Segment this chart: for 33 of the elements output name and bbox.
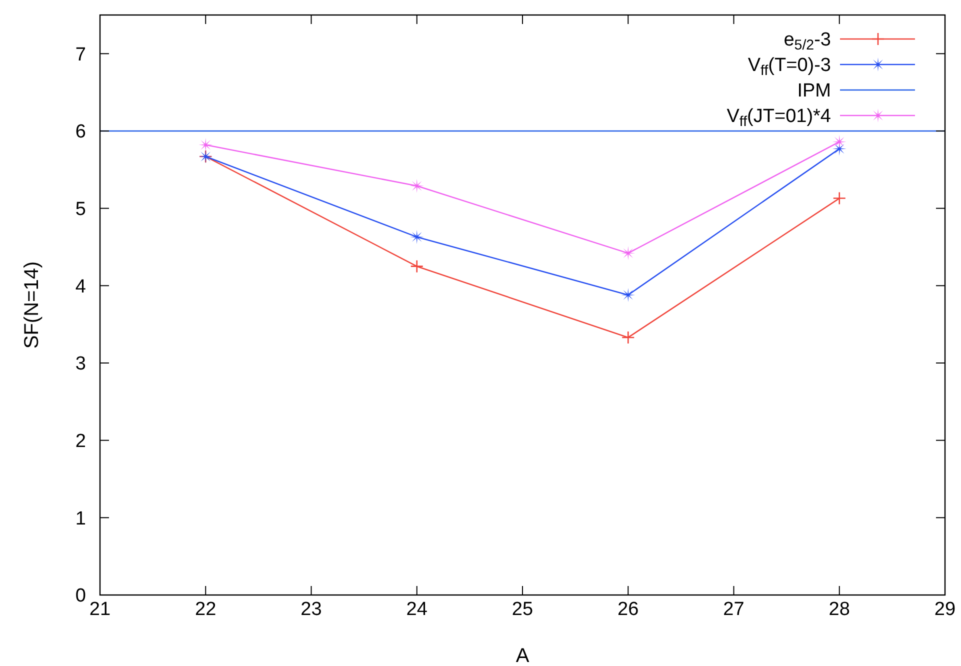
y-tick-label: 0 [75, 586, 86, 607]
point [832, 134, 846, 149]
y-tick-label: 2 [75, 430, 86, 452]
y-tick-label: 1 [75, 508, 86, 530]
point [410, 178, 424, 193]
point [621, 246, 636, 260]
x-tick-label: 25 [512, 599, 534, 620]
legend-label: e$_{5/2}$-3 [784, 30, 831, 54]
y-tick-label: 7 [75, 44, 86, 66]
point [198, 138, 213, 152]
legend-label: IPM [797, 80, 831, 102]
x-tick-label: 26 [618, 599, 639, 620]
point [832, 192, 846, 205]
legend-label: V$_{ff}$(JT=01)*4 [726, 106, 832, 130]
point [410, 260, 424, 273]
y-axis-title: SF(N=14) [21, 261, 43, 349]
legend-label: V$_{ff}$(T=0)-3 [748, 55, 831, 80]
x-axis-title: A [516, 645, 530, 666]
y-tick-label: 6 [75, 122, 86, 143]
x-tick-label: 23 [300, 599, 322, 620]
point [410, 230, 424, 244]
x-tick-label: 22 [195, 599, 216, 620]
y-tick-label: 5 [75, 198, 86, 220]
y-tick-label: 4 [75, 276, 86, 298]
x-tick-label: 27 [723, 599, 744, 620]
point [621, 330, 635, 344]
x-tick-label: 28 [828, 599, 850, 620]
y-tick-label: 3 [75, 354, 86, 375]
point [621, 288, 636, 302]
x-tick-label: 29 [934, 599, 956, 620]
x-tick-label: 21 [89, 599, 111, 620]
point [832, 142, 846, 156]
x-tick-label: 24 [406, 599, 428, 620]
